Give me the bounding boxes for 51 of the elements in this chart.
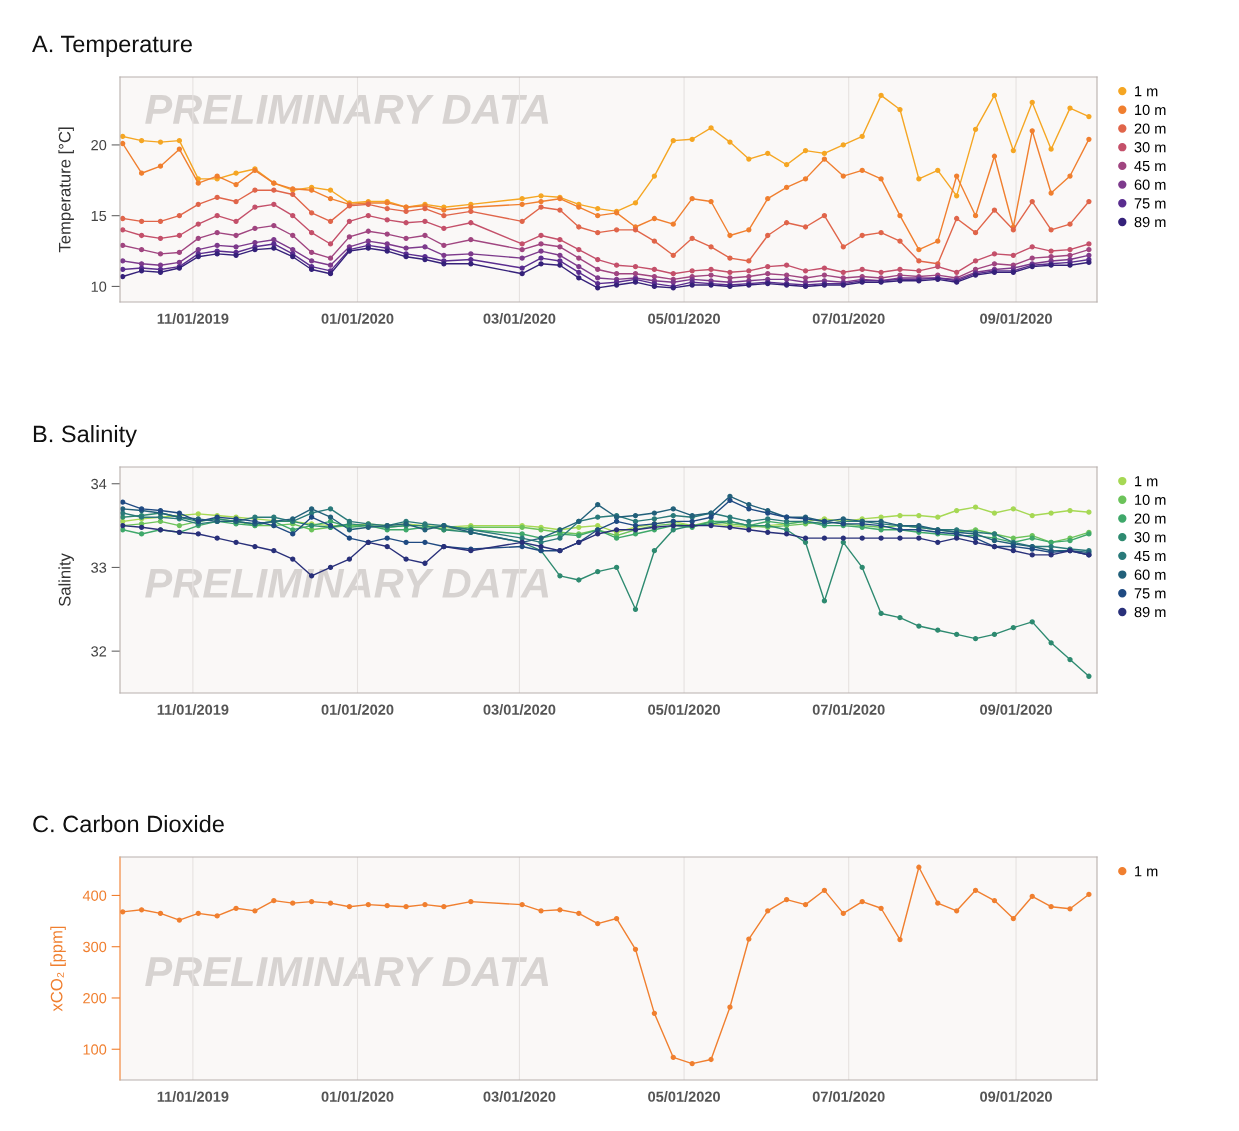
x-tick-label: 07/01/2020 (812, 1091, 885, 1102)
legend-label: 75 m (1134, 198, 1166, 209)
y-tick-label: 34 (91, 478, 107, 490)
x-tick-label: 09/01/2020 (980, 704, 1052, 715)
y-tick-label: 300 (83, 941, 107, 953)
y-axis-title: xCO₂ [ppm] (50, 926, 66, 1012)
chart-title: A. Temperature (32, 35, 192, 57)
legend-label: 20 m (1134, 513, 1166, 524)
legend-label: 10 m (1135, 104, 1166, 116)
legend-label: 1 m (1135, 866, 1158, 877)
legend-label: 89 m (1134, 216, 1166, 228)
x-tick-label: 01/01/2020 (321, 1091, 394, 1102)
x-tick-label: 09/01/2020 (980, 313, 1052, 324)
chart-title: B. Salinity (33, 424, 137, 448)
legend-label: 89 m (1134, 606, 1166, 618)
y-tick-label: 33 (91, 562, 107, 573)
legend-label: 30 m (1134, 142, 1166, 153)
legend-label: 1 m (1135, 476, 1158, 487)
legend-label: 60 m (1134, 569, 1166, 580)
x-tick-label: 03/01/2020 (483, 704, 556, 715)
x-tick-label: 01/01/2020 (321, 704, 394, 715)
y-tick-label: 100 (83, 1044, 107, 1055)
legend-label: 10 m (1135, 494, 1166, 506)
x-tick-label: 07/01/2020 (812, 704, 885, 715)
x-tick-label: 05/01/2020 (648, 1091, 720, 1102)
legend-label: 20 m (1134, 123, 1166, 134)
legend-label: 75 m (1134, 588, 1166, 599)
legend-label: 45 m (1134, 160, 1166, 172)
y-tick-label: 10 (91, 281, 107, 292)
y-tick-label: 32 (91, 646, 107, 657)
x-tick-label: 01/01/2020 (321, 313, 394, 324)
legend-label: 60 m (1134, 179, 1166, 190)
y-tick-label: 200 (83, 993, 107, 1004)
x-tick-label: 11/01/2019 (157, 704, 229, 715)
legend-label: 45 m (1134, 550, 1166, 562)
x-tick-label: 05/01/2020 (648, 313, 720, 324)
y-axis-title: Temperature [°C] (58, 127, 74, 253)
x-tick-label: 11/01/2019 (157, 313, 229, 324)
chart-title: C. Carbon Dioxide (33, 814, 224, 833)
y-tick-label: 20 (91, 140, 107, 151)
x-tick-label: 03/01/2020 (483, 1091, 556, 1102)
legend-label: 1 m (1135, 86, 1158, 97)
x-tick-label: 05/01/2020 (648, 704, 720, 715)
y-tick-label: 400 (82, 890, 107, 901)
x-tick-label: 11/01/2019 (157, 1091, 229, 1102)
x-tick-label: 03/01/2020 (483, 313, 556, 324)
x-tick-label: 07/01/2020 (812, 313, 885, 324)
y-tick-label: 15 (91, 210, 107, 222)
y-axis-title: Salinity (58, 553, 74, 607)
legend-label: 30 m (1134, 532, 1166, 543)
x-tick-label: 09/01/2020 (980, 1091, 1052, 1102)
